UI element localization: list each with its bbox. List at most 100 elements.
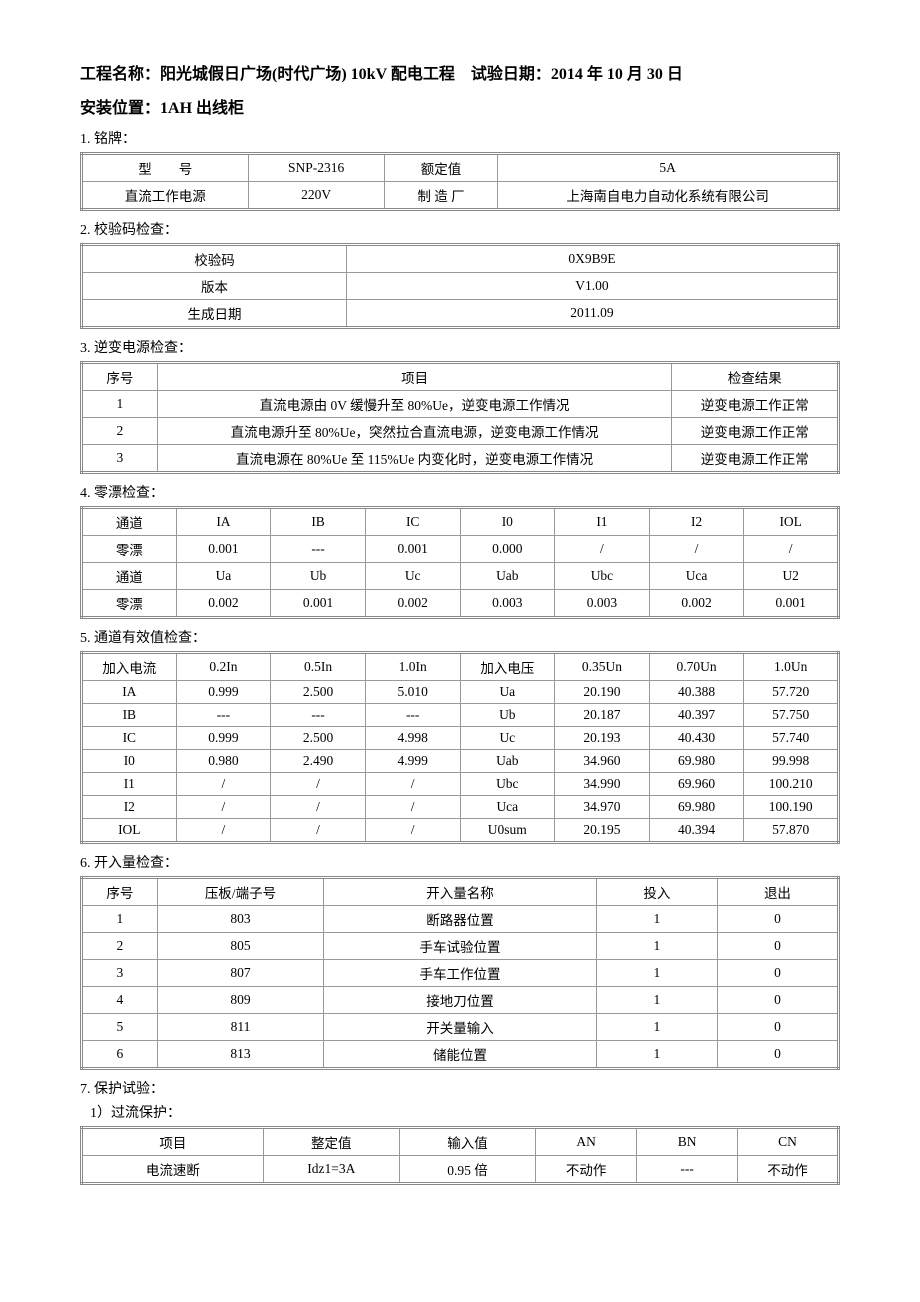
cell: / (555, 536, 650, 563)
cell: 0 (717, 1041, 838, 1069)
cell: 0.000 (460, 536, 555, 563)
cell: / (176, 819, 271, 843)
cell: 5A (498, 154, 839, 182)
cell: 20.195 (555, 819, 650, 843)
sec4-table: 通道IAIBICI0I1I2IOL零漂0.001---0.0010.000///… (80, 506, 840, 619)
cell: 储能位置 (324, 1041, 597, 1069)
cell: BN (637, 1128, 738, 1156)
sec7-sub1-title: 1）过流保护： (90, 1102, 840, 1122)
cell: 0.003 (460, 590, 555, 618)
cell: 额定值 (384, 154, 498, 182)
cell: --- (271, 704, 366, 727)
cell: 69.960 (649, 773, 744, 796)
table-row: 加入电流0.2In0.5In1.0In加入电压0.35Un0.70Un1.0Un (82, 653, 839, 681)
cell: CN (738, 1128, 839, 1156)
cell: I2 (82, 796, 177, 819)
install-value: 1AH 出线柜 (160, 100, 244, 117)
cell: 生成日期 (82, 300, 347, 328)
cell: 上海南自电力自动化系统有限公司 (498, 182, 839, 210)
cell: AN (536, 1128, 637, 1156)
table-row: 生成日期2011.09 (82, 300, 839, 328)
cell: IC (365, 508, 460, 536)
cell: 1 (82, 391, 158, 418)
cell: I0 (82, 750, 177, 773)
cell: 20.187 (555, 704, 650, 727)
cell: 40.430 (649, 727, 744, 750)
cell: 3 (82, 960, 158, 987)
sec3-table: 序号 项目 检查结果 1直流电源由 0V 缓慢升至 80%Ue，逆变电源工作情况… (80, 361, 840, 474)
cell: 1 (82, 906, 158, 933)
cell: 1.0In (365, 653, 460, 681)
cell: 手车试验位置 (324, 933, 597, 960)
cell: 制 造 厂 (384, 182, 498, 210)
sec3-title: 3. 逆变电源检查： (80, 337, 840, 357)
table-row: 项目整定值输入值ANBNCN (82, 1128, 839, 1156)
cell: 0.95 倍 (399, 1156, 535, 1184)
table-row: 通道IAIBICI0I1I2IOL (82, 508, 839, 536)
cell: 1 (596, 960, 717, 987)
cell: / (649, 536, 744, 563)
cell: 0.003 (555, 590, 650, 618)
table-row: 型 号 SNP-2316 额定值 5A (82, 154, 839, 182)
cell: 2.500 (271, 727, 366, 750)
cell: 整定值 (263, 1128, 399, 1156)
cell: Uab (460, 563, 555, 590)
cell: 99.998 (744, 750, 839, 773)
cell: 2.500 (271, 681, 366, 704)
table-row: IB---------Ub20.18740.39757.750 (82, 704, 839, 727)
cell: / (271, 796, 366, 819)
cell: 零漂 (82, 590, 177, 618)
cell: 通道 (82, 563, 177, 590)
cell: U2 (744, 563, 839, 590)
cell: 0.999 (176, 681, 271, 704)
table-row: IA0.9992.5005.010Ua20.19040.38857.720 (82, 681, 839, 704)
cell: 34.990 (555, 773, 650, 796)
sec5-title: 5. 通道有效值检查： (80, 627, 840, 647)
cell: 4.999 (365, 750, 460, 773)
cell: 0 (717, 1014, 838, 1041)
table-row: 1直流电源由 0V 缓慢升至 80%Ue，逆变电源工作情况逆变电源工作正常 (82, 391, 839, 418)
cell: 69.980 (649, 750, 744, 773)
date-label: 试验日期： (471, 66, 551, 83)
cell: V1.00 (346, 273, 838, 300)
cell: 投入 (596, 878, 717, 906)
table-row: 电流速断Idz1=3A0.95 倍不动作---不动作 (82, 1156, 839, 1184)
sec5-table: 加入电流0.2In0.5In1.0In加入电压0.35Un0.70Un1.0Un… (80, 651, 840, 844)
cell: --- (176, 704, 271, 727)
table-row: 序号压板/端子号开入量名称投入退出 (82, 878, 839, 906)
table-row: 零漂0.0020.0010.0020.0030.0030.0020.001 (82, 590, 839, 618)
cell: --- (271, 536, 366, 563)
header-line-1: 工程名称：阳光城假日广场(时代广场) 10kV 配电工程 试验日期：2014 年… (80, 60, 840, 84)
cell: 3 (82, 445, 158, 473)
cell: 退出 (717, 878, 838, 906)
cell: 项目 (82, 1128, 264, 1156)
table-row: 零漂0.001---0.0010.000/// (82, 536, 839, 563)
table-row: 通道UaUbUcUabUbcUcaU2 (82, 563, 839, 590)
cell: I2 (649, 508, 744, 536)
cell: 直流电源由 0V 缓慢升至 80%Ue，逆变电源工作情况 (157, 391, 672, 418)
install-label: 安装位置： (80, 100, 160, 117)
table-row: I00.9802.4904.999Uab34.96069.98099.998 (82, 750, 839, 773)
cell: 2.490 (271, 750, 366, 773)
cell: 直流电源在 80%Ue 至 115%Ue 内变化时，逆变电源工作情况 (157, 445, 672, 473)
cell: Uca (649, 563, 744, 590)
cell: 0.2In (176, 653, 271, 681)
cell: 57.720 (744, 681, 839, 704)
cell: 1 (596, 1014, 717, 1041)
cell: 20.190 (555, 681, 650, 704)
cell: 直流电源升至 80%Ue，突然拉合直流电源，逆变电源工作情况 (157, 418, 672, 445)
sec1-title: 1. 铭牌： (80, 128, 840, 148)
cell: 0.999 (176, 727, 271, 750)
cell: 0.35Un (555, 653, 650, 681)
cell: 开入量名称 (324, 878, 597, 906)
cell: Uc (460, 727, 555, 750)
project-label: 工程名称： (80, 66, 160, 83)
table-row: 6813储能位置10 (82, 1041, 839, 1069)
cell: 0X9B9E (346, 245, 838, 273)
cell: 57.740 (744, 727, 839, 750)
cell: IA (176, 508, 271, 536)
cell: 69.980 (649, 796, 744, 819)
cell: 0.980 (176, 750, 271, 773)
cell: 加入电流 (82, 653, 177, 681)
cell: / (744, 536, 839, 563)
